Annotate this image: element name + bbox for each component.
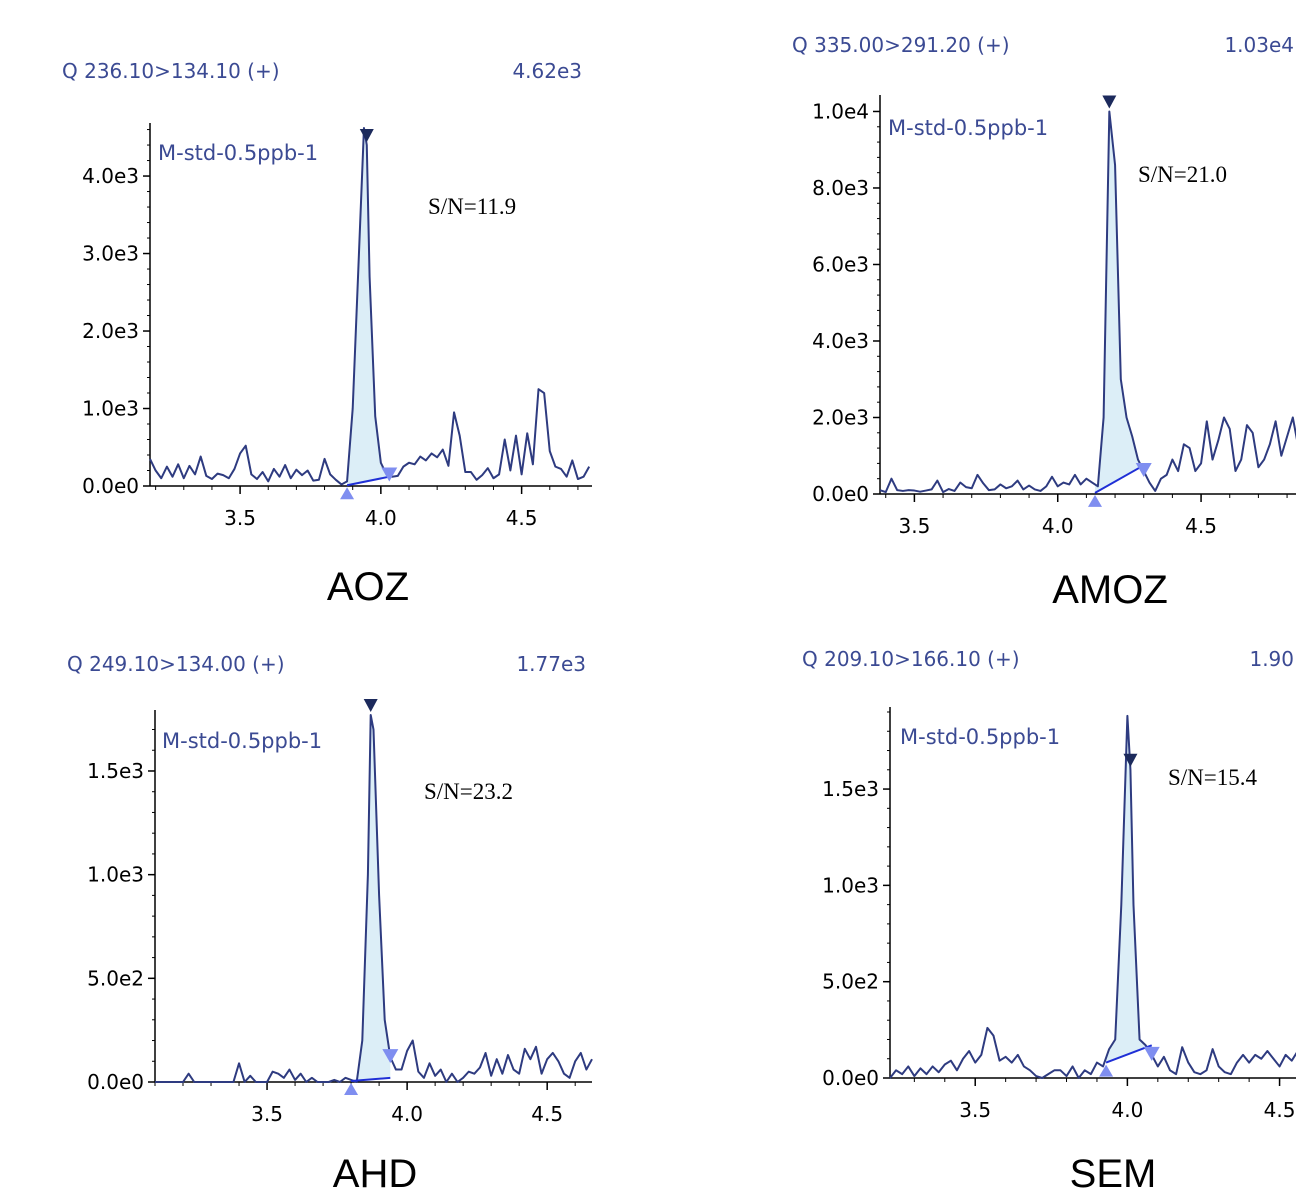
y-tick-label: 6.0e3 bbox=[812, 252, 869, 276]
sample-label: M-std-0.5ppb-1 bbox=[900, 725, 1060, 749]
peak-end-marker bbox=[382, 1049, 399, 1064]
x-tick-label: 4.0 bbox=[391, 1102, 423, 1126]
y-tick-label: 5.0e2 bbox=[822, 970, 879, 994]
chromatogram-panel-sem: Q 209.10>166.10 (+) 1.90 0.0e0 5.0e2 1.0e3 1.… bbox=[802, 647, 1296, 1196]
x-tick-label: 4.0 bbox=[1111, 1098, 1143, 1122]
y-tick-label: 0.0e0 bbox=[87, 1070, 144, 1094]
peak-area bbox=[1106, 715, 1152, 1063]
y-tick-label: 4.0e3 bbox=[82, 164, 139, 188]
peak-area bbox=[1095, 111, 1144, 493]
sample-label: M-std-0.5ppb-1 bbox=[158, 141, 318, 165]
apex-marker bbox=[359, 129, 374, 143]
sample-label: M-std-0.5ppb-1 bbox=[888, 116, 1048, 140]
y-tick-label: 4.0e3 bbox=[812, 329, 869, 353]
y-tick-label: 1.0e3 bbox=[87, 863, 144, 887]
x-tick-label: 4.5 bbox=[506, 506, 538, 530]
y-tick-label: 1.0e3 bbox=[82, 397, 139, 421]
peak-baseline bbox=[1094, 464, 1145, 494]
transition-label: Q 249.10>134.00 (+) bbox=[67, 652, 285, 676]
chromatogram-panel-ahd: Q 249.10>134.00 (+) 1.77e3 0.0e0 5.0e2 1.0e3… bbox=[67, 652, 593, 1196]
transition-label: Q 335.00>291.20 (+) bbox=[792, 33, 1010, 57]
x-tick-label: 4.5 bbox=[1185, 514, 1217, 538]
signal-trace bbox=[149, 127, 591, 486]
transition-label: Q 209.10>166.10 (+) bbox=[802, 647, 1020, 671]
y-tick-label: 8.0e3 bbox=[812, 176, 869, 200]
x-tick-label: 3.5 bbox=[959, 1098, 991, 1122]
x-tick-label: 3.5 bbox=[251, 1102, 283, 1126]
signal-to-noise-label: S/N=23.2 bbox=[424, 779, 513, 804]
sample-label: M-std-0.5ppb-1 bbox=[162, 729, 322, 753]
intensity-label: 1.77e3 bbox=[516, 652, 586, 676]
x-tick-label: 3.5 bbox=[898, 514, 930, 538]
peak-area bbox=[351, 715, 391, 1082]
intensity-label: 1.90 bbox=[1249, 647, 1294, 671]
intensity-label: 4.62e3 bbox=[512, 59, 582, 83]
intensity-label: 1.03e4 bbox=[1224, 33, 1294, 57]
x-tick-label: 3.5 bbox=[224, 506, 256, 530]
compound-name: SEM bbox=[1070, 1152, 1157, 1196]
peak-start-marker bbox=[1088, 494, 1102, 507]
y-tick-label: 1.0e3 bbox=[822, 873, 879, 897]
x-tick-label: 4.0 bbox=[1042, 514, 1074, 538]
transition-label: Q 236.10>134.10 (+) bbox=[62, 59, 280, 83]
peak-start-marker bbox=[340, 487, 355, 500]
x-tick-label: 4.0 bbox=[365, 506, 397, 530]
chromatogram-panel-amoz: Q 335.00>291.20 (+) 1.03e4 0.0e0 2.0e3 4.0e3… bbox=[792, 33, 1296, 612]
apex-marker bbox=[1102, 95, 1117, 109]
apex-marker bbox=[1123, 753, 1138, 767]
y-tick-label: 0.0e0 bbox=[822, 1066, 879, 1090]
y-tick-label: 1.5e3 bbox=[822, 777, 879, 801]
peak-area bbox=[347, 128, 390, 486]
peak-end-marker bbox=[1135, 463, 1152, 478]
peak-baseline bbox=[351, 1076, 391, 1082]
signal-trace bbox=[879, 110, 1296, 494]
y-tick-label: 1.0e4 bbox=[812, 99, 869, 123]
y-tick-label: 3.0e3 bbox=[82, 242, 139, 266]
peak-end-marker bbox=[381, 467, 398, 482]
compound-name: AOZ bbox=[327, 565, 409, 609]
peak-baseline bbox=[346, 475, 390, 487]
signal-trace bbox=[155, 714, 593, 1083]
x-tick-label: 4.5 bbox=[531, 1102, 563, 1126]
peak-start-marker bbox=[1099, 1064, 1114, 1077]
y-tick-label: 0.0e0 bbox=[82, 474, 139, 498]
y-tick-label: 1.5e3 bbox=[87, 759, 144, 783]
compound-name: AMOZ bbox=[1052, 568, 1168, 612]
apex-marker bbox=[363, 699, 378, 712]
signal-trace bbox=[889, 714, 1296, 1079]
signal-to-noise-label: S/N=11.9 bbox=[428, 194, 516, 219]
chromatogram-panel-aoz: Q 236.10>134.10 (+) 4.62e3 0.0e0 1.0e3 2.0e3… bbox=[62, 59, 592, 609]
peak-baseline bbox=[1105, 1044, 1153, 1064]
y-tick-label: 5.0e2 bbox=[87, 966, 144, 990]
peak-end-marker bbox=[1143, 1046, 1160, 1061]
signal-to-noise-label: S/N=15.4 bbox=[1168, 765, 1258, 790]
peak-start-marker bbox=[344, 1082, 359, 1095]
compound-name: AHD bbox=[333, 1152, 417, 1196]
y-tick-label: 0.0e0 bbox=[812, 482, 869, 506]
y-tick-label: 2.0e3 bbox=[82, 319, 139, 343]
y-tick-label: 2.0e3 bbox=[812, 405, 869, 429]
signal-to-noise-label: S/N=21.0 bbox=[1138, 162, 1227, 187]
x-tick-label: 4.5 bbox=[1264, 1098, 1296, 1122]
